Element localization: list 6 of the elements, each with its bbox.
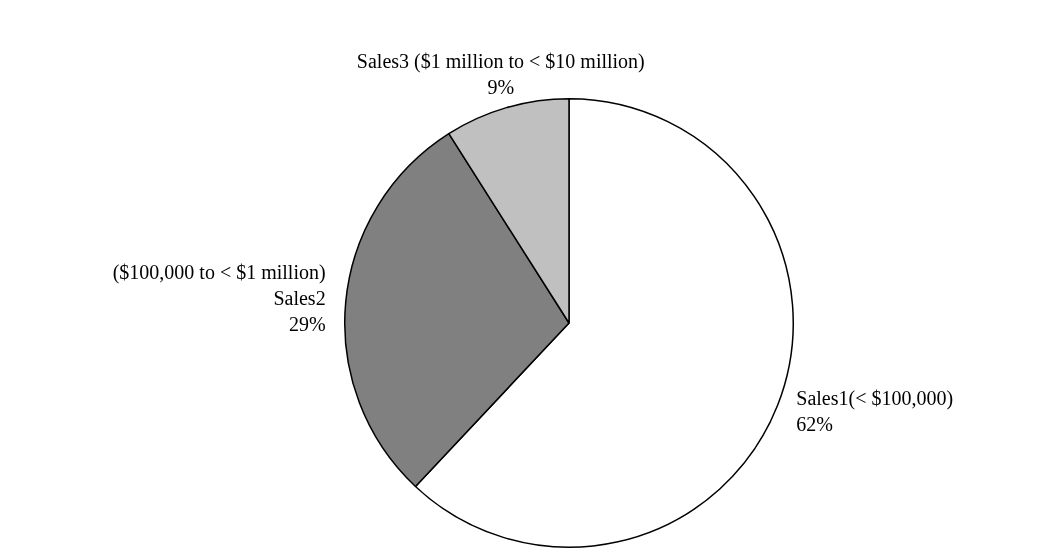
slice-label: Sales3 ($1 million to < $10 million) bbox=[356, 49, 645, 73]
data-label: 29% bbox=[288, 313, 326, 336]
slice-label: ($100,000 to < $1 million) Sales2 bbox=[112, 261, 326, 310]
slice-label: Sales1(< $100,000) bbox=[796, 387, 954, 411]
data-label: 9% bbox=[487, 75, 515, 98]
data-label: 62% bbox=[796, 413, 833, 436]
